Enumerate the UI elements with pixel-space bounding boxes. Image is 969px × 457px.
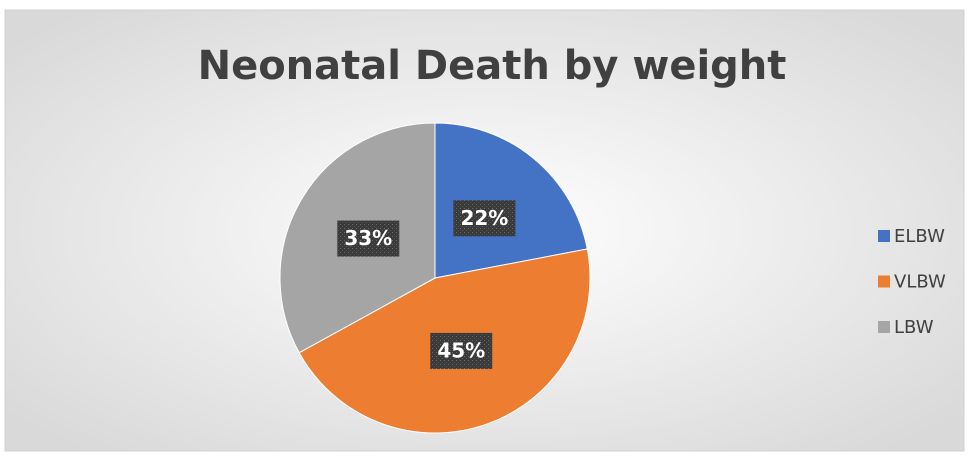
legend-swatch: [878, 230, 890, 242]
data-label: 45%: [437, 338, 485, 362]
legend-label: LBW: [894, 317, 934, 338]
data-label: 22%: [460, 206, 508, 230]
data-label-box: [337, 220, 400, 257]
legend-swatch: [878, 321, 890, 333]
legend-swatch: [878, 275, 890, 288]
data-label-box: [430, 332, 493, 369]
data-label-box: [453, 200, 516, 237]
data-label: 33%: [344, 226, 392, 250]
chart-title: Neonatal Death by weight: [198, 43, 787, 89]
legend-label: VLBW: [894, 272, 946, 293]
legend-label: ELBW: [894, 226, 945, 247]
